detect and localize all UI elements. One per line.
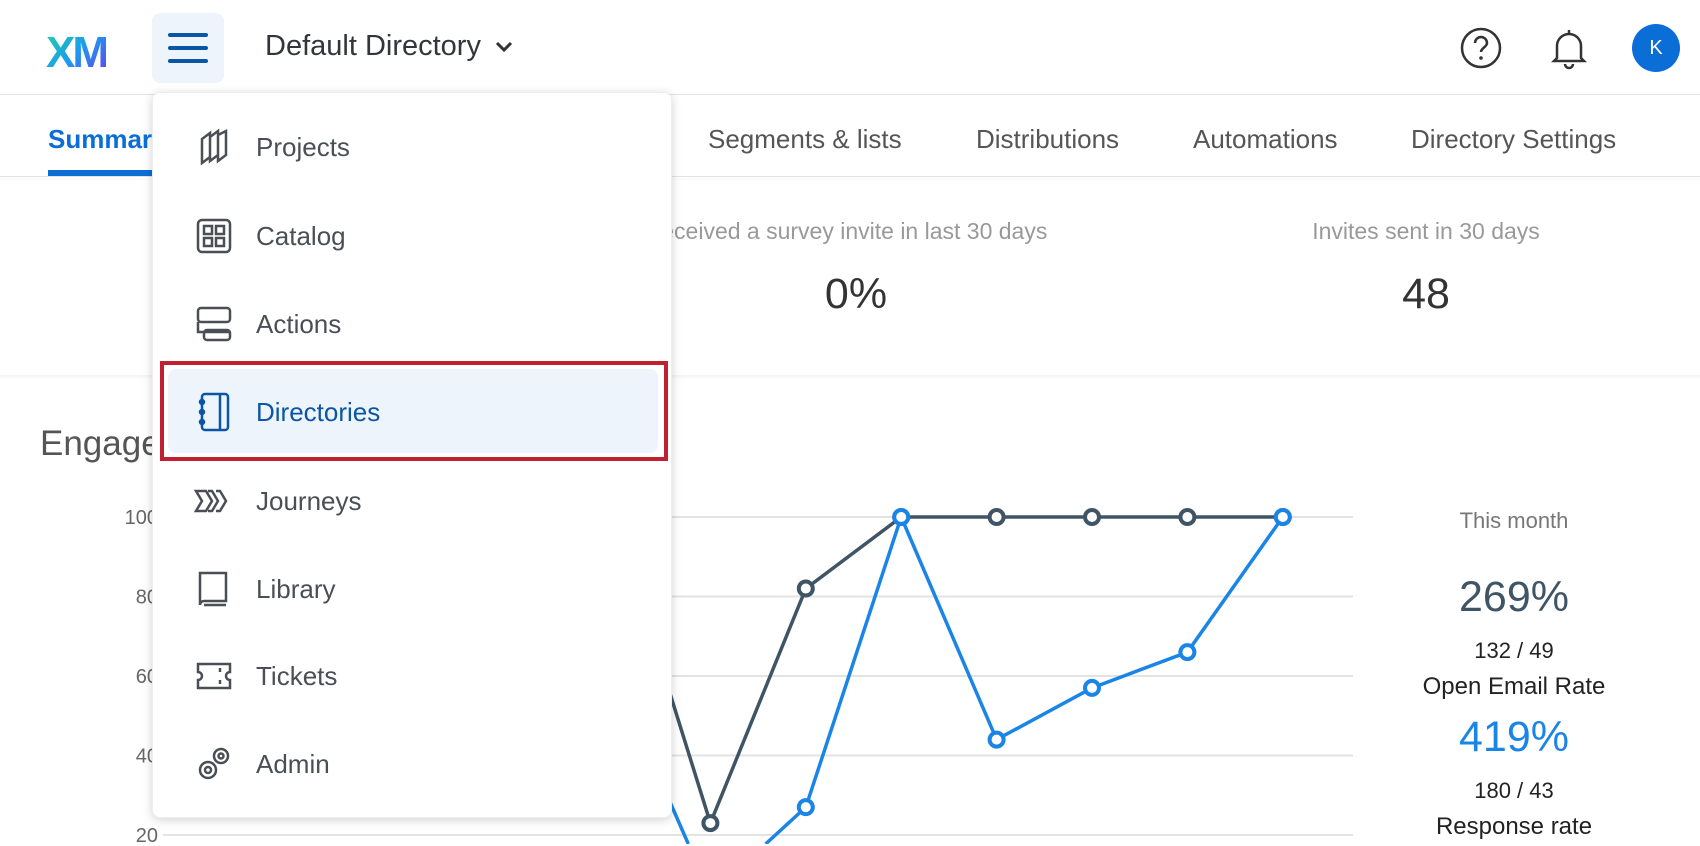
data-point [796,579,815,598]
journeys-icon [194,489,228,513]
help-icon [1460,27,1502,69]
stat-label-invite-received: Received a survey invite in last 30 days [644,218,1048,244]
series-line-1 [764,512,1285,844]
avatar[interactable]: K [1632,24,1680,72]
menu-item-journeys[interactable]: Journeys [152,461,672,541]
menu-item-actions[interactable]: Actions [152,284,672,364]
bell-icon [1550,30,1588,70]
response-rate-ratio: 180 / 43 [1474,778,1554,803]
actions-icon [196,306,232,342]
y-tick-label: 100 [125,507,158,529]
series-line-0 [613,515,1283,829]
menu-item-admin[interactable]: Admin [152,724,672,804]
data-point [987,730,1006,749]
menu-item-projects[interactable]: Projects [152,107,672,187]
data-point [1083,678,1101,697]
tickets-icon [196,662,232,690]
directory-name: Default Directory [265,30,481,62]
data-point [1083,508,1101,526]
active-tab-indicator [48,170,158,176]
data-point [1178,643,1197,662]
menu-button[interactable] [152,13,224,83]
hamburger-icon [168,59,208,63]
help-button[interactable] [1457,24,1505,72]
catalog-icon [196,218,232,254]
menu-item-label: Projects [256,131,350,162]
directories-icon [198,392,230,432]
menu-item-label: Directories [256,396,381,427]
data-point [701,814,720,833]
admin-icon [198,747,230,780]
menu-item-catalog[interactable]: Catalog [152,196,672,276]
tabs-divider [0,176,1700,177]
selected-item-background [168,369,658,453]
tab-segments-lists[interactable]: Segments & lists [708,124,902,154]
notifications-button[interactable] [1545,24,1593,72]
stat-value-invite-received: 0% [824,270,888,318]
directory-dropdown[interactable]: Default Directory [265,30,513,63]
top-header: XM Default Directory K [0,0,1700,95]
response-rate-label: Response rate [1435,813,1593,840]
open-rate-ratio: 132 / 49 [1474,638,1554,663]
open-rate-pct: 269% [1459,573,1569,621]
tab-distributions[interactable]: Distributions [976,124,1120,154]
hamburger-icon [168,33,208,37]
menu-item-label: Actions [256,308,342,339]
data-point [1178,508,1197,526]
stat-label-invites-sent: Invites sent in 30 days [1312,218,1540,244]
response-rate-pct: 419% [1459,713,1569,761]
data-point [796,798,815,817]
hamburger-icon [168,46,208,50]
menu-item-label: Journeys [256,485,362,516]
menu-item-label: Tickets [256,660,338,691]
xm-logo[interactable]: XM [46,28,109,77]
data-point [1273,508,1292,526]
data-point [987,508,1006,526]
y-tick-label: 20 [136,825,158,844]
highlight-box [160,361,668,461]
menu-item-library[interactable]: Library [152,549,672,629]
stat-value-invites-sent: 48 [1402,270,1450,318]
this-month-label: This month [1459,508,1569,533]
navigation-menu [152,92,672,818]
tab-summary[interactable]: Summary [48,124,167,154]
menu-item-label: Library [256,573,336,604]
menu-item-tickets[interactable]: Tickets [152,636,672,716]
open-rate-label: Open Email Rate [1422,673,1606,700]
tab-automations[interactable]: Automations [1193,124,1338,154]
library-icon [198,571,228,607]
menu-item-label: Admin [256,748,330,779]
chevron-down-icon [495,41,513,52]
menu-item-label: Catalog [256,220,346,251]
data-point [892,508,911,526]
menu-item-directories[interactable]: Directories [152,372,672,452]
tab-directory-settings[interactable]: Directory Settings [1411,124,1617,154]
projects-icon [200,128,228,166]
